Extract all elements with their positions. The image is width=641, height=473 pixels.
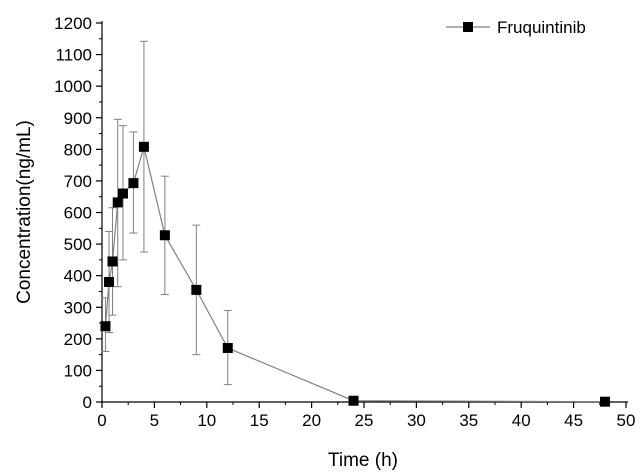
y-tick-label: 1200 [54,14,92,33]
legend: Fruquintinib [446,18,586,37]
y-tick-label: 0 [83,393,92,412]
y-tick-label: 400 [64,267,92,286]
x-tick-label: 45 [564,411,583,430]
fruquintinib-line [104,144,606,403]
data-point [117,188,128,199]
y-tick-label: 800 [64,140,92,159]
series-markers [100,141,611,407]
y-tick-label: 100 [64,361,92,380]
data-point [112,197,123,208]
y-tick-label: 200 [64,330,92,349]
y-tick-label: 500 [64,235,92,254]
x-tick-label: 10 [197,411,216,430]
data-point [138,141,149,152]
y-tick-label: 1000 [54,77,92,96]
x-tick-label: 30 [407,411,426,430]
data-point [104,276,115,287]
x-tick-label: 5 [150,411,159,430]
series-line [104,144,606,403]
y-axis: 0 100 200 300 400 500 600 700 800 900 1000 1100 1200 [54,14,103,412]
x-tick-label: 0 [97,411,106,430]
y-tick-label: 900 [64,109,92,128]
x-tick-label: 35 [459,411,478,430]
x-axis: 0 5 10 15 20 25 30 35 40 45 50 [97,401,636,430]
data-point [100,321,111,332]
x-tick-label: 25 [355,411,374,430]
data-point [600,396,611,407]
y-tick-label: 700 [64,172,92,191]
legend-label-fruquintinib: Fruquintinib [497,18,586,37]
data-point [128,178,139,189]
data-point [107,256,118,267]
x-tick-label: 20 [302,411,321,430]
y-axis-title: Concentration(ng/mL) [14,120,35,304]
x-tick-label: 40 [512,411,531,430]
legend-marker [463,22,473,32]
data-point [348,395,359,406]
x-tick-label: 50 [617,411,636,430]
x-axis-title: Time (h) [328,450,398,471]
y-tick-label: 300 [64,298,92,317]
x-tick-label: 15 [250,411,269,430]
y-tick-label: 600 [64,204,92,223]
data-point [191,284,202,295]
data-point [222,342,233,353]
data-point [159,230,170,241]
y-tick-label: 1100 [55,46,92,65]
